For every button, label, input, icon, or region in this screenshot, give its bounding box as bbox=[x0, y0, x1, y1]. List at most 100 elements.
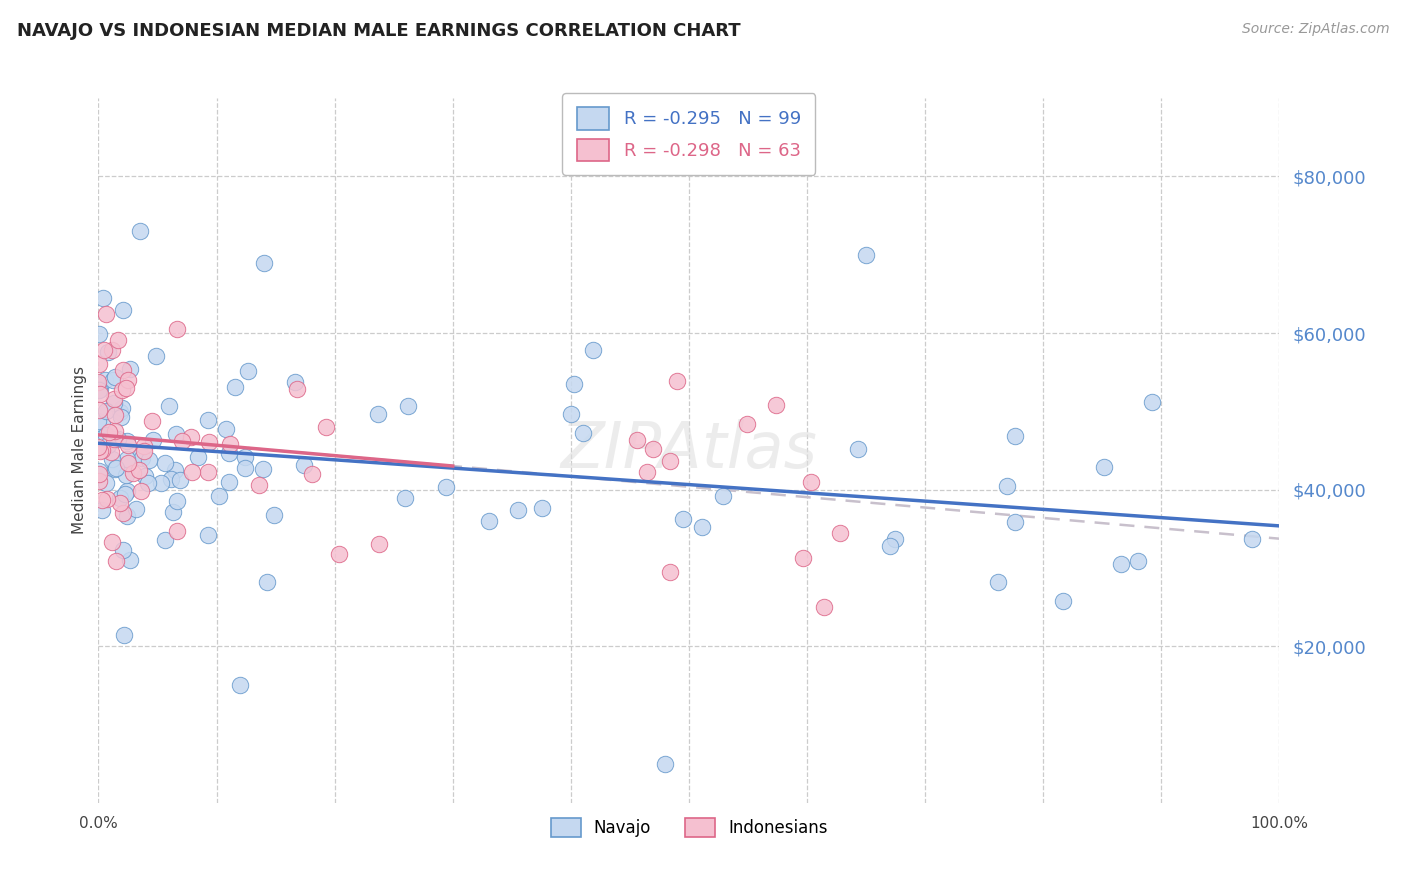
Point bbox=[93, 343, 115, 358]
Point bbox=[89, 387, 111, 401]
Point bbox=[855, 248, 877, 262]
Point bbox=[315, 420, 337, 434]
Point bbox=[87, 357, 110, 371]
Point bbox=[197, 465, 219, 479]
Point bbox=[666, 374, 689, 388]
Point bbox=[531, 500, 554, 515]
Point bbox=[114, 487, 136, 501]
Text: ZIPAtlas: ZIPAtlas bbox=[561, 419, 817, 482]
Text: NAVAJO VS INDONESIAN MEDIAN MALE EARNINGS CORRELATION CHART: NAVAJO VS INDONESIAN MEDIAN MALE EARNING… bbox=[17, 22, 741, 40]
Point bbox=[120, 362, 142, 376]
Point bbox=[562, 376, 585, 391]
Point bbox=[1052, 593, 1074, 607]
Point bbox=[207, 489, 229, 503]
Point bbox=[104, 370, 127, 384]
Point bbox=[89, 382, 111, 396]
Point bbox=[132, 439, 155, 453]
Point bbox=[125, 501, 148, 516]
Point bbox=[253, 255, 276, 269]
Point bbox=[111, 363, 134, 377]
Point bbox=[115, 484, 138, 499]
Text: Source: ZipAtlas.com: Source: ZipAtlas.com bbox=[1241, 22, 1389, 37]
Point bbox=[263, 508, 285, 523]
Point bbox=[111, 507, 134, 521]
Point bbox=[141, 414, 163, 428]
Point bbox=[478, 515, 501, 529]
Point bbox=[97, 345, 120, 359]
Point bbox=[103, 432, 125, 446]
Point bbox=[87, 465, 110, 479]
Point bbox=[110, 410, 132, 425]
Point bbox=[560, 407, 582, 421]
Point bbox=[136, 475, 159, 490]
Point bbox=[987, 574, 1010, 589]
Point bbox=[94, 403, 117, 417]
Point bbox=[506, 503, 529, 517]
Point bbox=[690, 520, 713, 534]
Point bbox=[91, 291, 114, 305]
Point bbox=[198, 435, 221, 450]
Point bbox=[100, 434, 122, 448]
Point bbox=[111, 542, 134, 557]
Point bbox=[101, 373, 124, 387]
Point bbox=[658, 565, 681, 579]
Point bbox=[96, 491, 118, 506]
Point bbox=[101, 343, 124, 357]
Point bbox=[215, 421, 238, 435]
Point bbox=[122, 467, 145, 481]
Point bbox=[138, 453, 160, 467]
Point bbox=[97, 425, 120, 440]
Point bbox=[97, 438, 120, 452]
Point bbox=[104, 424, 127, 438]
Point bbox=[256, 574, 278, 589]
Point bbox=[166, 524, 188, 538]
Point bbox=[233, 461, 256, 475]
Point bbox=[169, 473, 191, 487]
Point bbox=[1109, 557, 1132, 571]
Point bbox=[294, 458, 316, 472]
Point bbox=[159, 472, 181, 486]
Point bbox=[87, 326, 110, 341]
Point bbox=[108, 491, 131, 505]
Point bbox=[367, 407, 389, 421]
Point bbox=[672, 512, 695, 526]
Point bbox=[1128, 553, 1150, 567]
Point bbox=[219, 437, 242, 451]
Point bbox=[101, 535, 124, 549]
Point bbox=[150, 475, 173, 490]
Point bbox=[792, 551, 814, 566]
Point bbox=[1140, 394, 1163, 409]
Point bbox=[582, 343, 605, 357]
Point bbox=[112, 628, 135, 642]
Point bbox=[1004, 429, 1026, 443]
Point bbox=[1004, 515, 1026, 529]
Point bbox=[229, 678, 252, 692]
Point bbox=[117, 437, 139, 451]
Point bbox=[142, 433, 165, 447]
Point bbox=[1092, 460, 1115, 475]
Y-axis label: Median Male Earnings: Median Male Earnings bbox=[72, 367, 87, 534]
Point bbox=[813, 600, 835, 615]
Point bbox=[800, 475, 823, 489]
Point bbox=[110, 405, 132, 419]
Point bbox=[153, 456, 176, 470]
Point bbox=[172, 434, 194, 448]
Point bbox=[128, 224, 150, 238]
Point bbox=[111, 401, 134, 416]
Point bbox=[735, 417, 758, 432]
Point bbox=[107, 432, 129, 446]
Point bbox=[247, 478, 270, 492]
Point bbox=[134, 469, 156, 483]
Point bbox=[120, 553, 142, 567]
Point bbox=[107, 333, 129, 347]
Point bbox=[103, 395, 125, 409]
Point bbox=[995, 479, 1018, 493]
Point bbox=[115, 509, 138, 524]
Point bbox=[91, 503, 114, 517]
Point bbox=[115, 467, 138, 482]
Point bbox=[87, 403, 110, 417]
Point bbox=[87, 375, 110, 389]
Point bbox=[129, 483, 152, 498]
Point bbox=[111, 302, 134, 317]
Point bbox=[284, 375, 307, 389]
